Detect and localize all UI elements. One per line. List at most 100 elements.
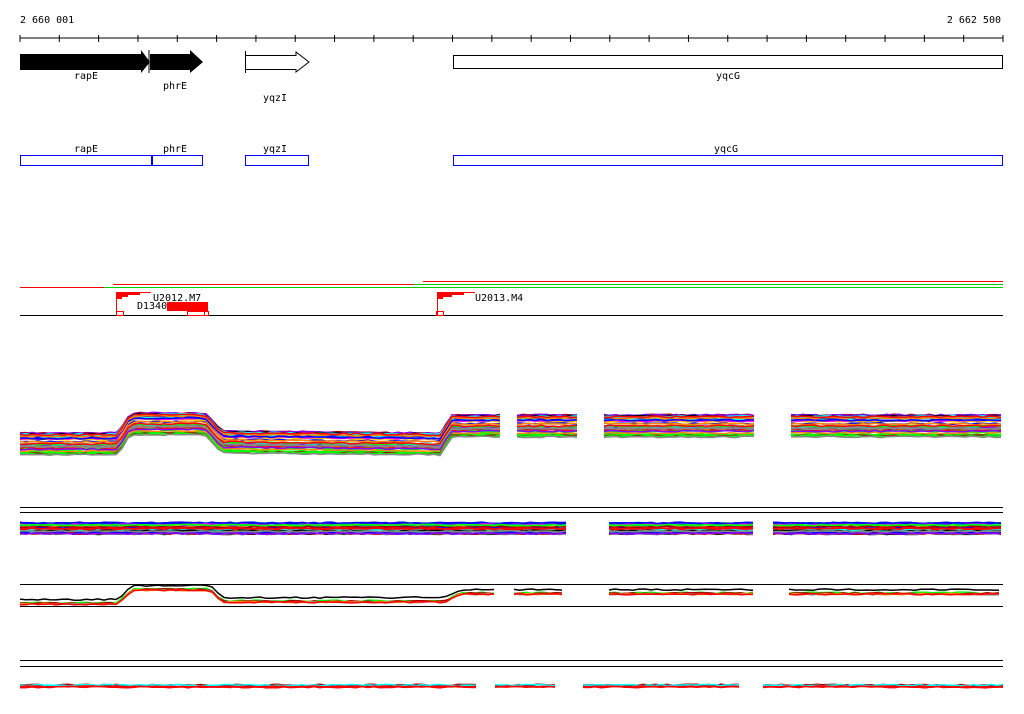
expression-line (603, 422, 755, 426)
expression-line (791, 435, 1002, 439)
expression-line (790, 431, 1002, 435)
ruler-start-label: 2 660 001 (20, 15, 74, 26)
gene-label: yqcG (716, 71, 740, 82)
expression-line (603, 434, 755, 438)
gene-arrow-phrE[interactable] (150, 50, 203, 73)
expression-line (603, 431, 754, 435)
expression-line (19, 433, 501, 457)
expression-line (604, 415, 755, 419)
expression-line (516, 431, 578, 435)
expression-line (608, 525, 754, 529)
expression-line (608, 521, 754, 525)
expression-line (513, 592, 563, 596)
expression-line (772, 532, 1002, 536)
expression-line (19, 683, 477, 687)
expression-line (19, 529, 567, 533)
expression-line (516, 416, 578, 420)
expression-tracks (19, 411, 1004, 689)
gene-arrow-yqzI[interactable] (245, 50, 310, 74)
feature-label: U2012.M7 (153, 293, 201, 304)
expression-line (608, 588, 754, 592)
feature-D1340-block[interactable] (167, 302, 208, 311)
gene-track: rapE phrE yqzI yqcG (20, 50, 1003, 104)
gene-label: rapE (74, 71, 98, 82)
ruler-end-label: 2 662 500 (947, 15, 1001, 26)
expression-line (19, 414, 501, 438)
expression-line (494, 685, 556, 689)
expression-line (790, 418, 1002, 422)
expression-line (608, 523, 754, 527)
expression-line (19, 532, 566, 536)
annotation-label: yqcG (714, 144, 738, 155)
expression-line (603, 429, 755, 433)
expression-line (788, 592, 1000, 596)
expression-line (19, 588, 495, 606)
expression-line (582, 683, 740, 687)
expression-line (20, 416, 501, 440)
expression-line (790, 422, 1002, 426)
ruler-ticks (19, 35, 1004, 42)
expression-line (772, 523, 1002, 527)
annotation-label: phrE (163, 144, 187, 155)
expression-line (19, 521, 567, 525)
expression-line (516, 422, 578, 426)
annotation-box-rapE[interactable] (20, 155, 152, 166)
gene-label: yqzI (263, 93, 287, 104)
expression-line (516, 418, 578, 422)
feature-U2013-marker[interactable] (437, 292, 475, 299)
expression-line (19, 523, 567, 527)
expression-line (582, 685, 740, 689)
gene-label: phrE (163, 81, 187, 92)
expression-line (19, 425, 501, 449)
gene-arrow-rapE[interactable] (20, 50, 150, 73)
expression-line (762, 685, 1004, 689)
gene-box-yqcG[interactable] (453, 55, 1003, 69)
expression-line (516, 429, 578, 433)
expression-line (762, 683, 1004, 687)
expression-line (516, 435, 578, 439)
feature-label: D1340 (137, 301, 167, 312)
expression-line (513, 588, 563, 591)
expression-line (20, 422, 501, 446)
expression-line (19, 584, 495, 601)
expression-line (790, 426, 1002, 430)
expression-line (603, 413, 755, 417)
expression-line (516, 428, 577, 432)
expression-line (603, 426, 755, 430)
annotation-box-yqzI[interactable] (245, 155, 309, 166)
feature-U2012-marker[interactable] (116, 292, 151, 299)
expression-line (608, 527, 754, 531)
coordinate-ruler: 2 660 001 2 662 500 (19, 15, 1004, 42)
expression-line (19, 411, 501, 435)
expression-line (603, 433, 755, 437)
expression-line (790, 415, 1002, 419)
expression-line (772, 530, 1002, 533)
expression-line (608, 592, 753, 596)
annotation-label: yqzI (263, 144, 287, 155)
expression-line (19, 413, 501, 437)
feature-track: U2012.M7 D1340 U2013.M4 (20, 281, 1003, 316)
expression-line (603, 435, 755, 439)
expression-line (790, 429, 1002, 433)
expression-line (516, 415, 578, 419)
expression-line (19, 685, 477, 689)
annotation-track: rapE phrE yqzI yqcG (20, 144, 1003, 166)
expression-line (604, 418, 755, 422)
expression-line (19, 412, 501, 436)
annotation-box-yqcG[interactable] (453, 155, 1003, 166)
expression-line (790, 424, 1002, 428)
expression-line (516, 426, 578, 430)
feature-label: U2013.M4 (475, 293, 523, 304)
expression-line (516, 424, 578, 428)
expression-line (20, 527, 566, 531)
expression-line (788, 588, 1000, 592)
annotation-box-phrE[interactable] (152, 155, 203, 166)
expression-line (608, 532, 754, 535)
expression-line (608, 523, 754, 527)
expression-line (20, 429, 501, 453)
expression-line (19, 427, 501, 451)
expression-line (603, 424, 755, 428)
expression-line (608, 529, 754, 533)
expression-line (19, 420, 501, 444)
